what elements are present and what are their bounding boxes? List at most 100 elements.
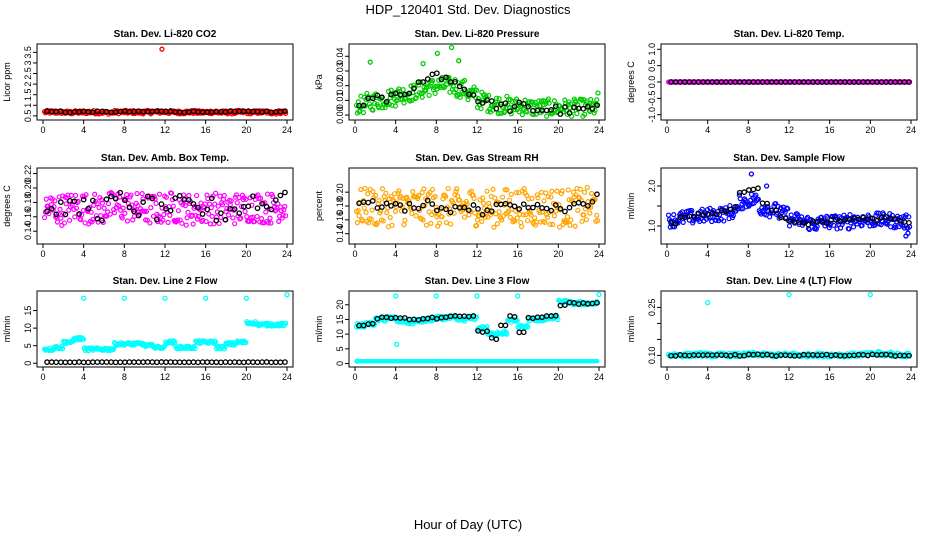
fine-point: [805, 214, 811, 220]
x-tick-label: 0: [40, 249, 45, 259]
fine-point: [354, 220, 360, 226]
summary-point: [488, 98, 495, 104]
fine-point: [680, 219, 686, 225]
fine-point: [474, 314, 480, 320]
fine-point: [588, 190, 595, 197]
fine-point: [547, 221, 553, 227]
fine-point: [276, 218, 282, 224]
fine-point: [432, 90, 438, 97]
fine-point: [387, 214, 393, 221]
outlier-point: [448, 44, 455, 51]
fine-point: [558, 191, 564, 197]
fine-point: [119, 215, 125, 221]
fine-point: [192, 345, 198, 352]
fine-series: [41, 46, 289, 117]
fine-point: [671, 212, 677, 218]
fine-point: [528, 212, 534, 218]
fine-point: [396, 188, 402, 194]
summary-point: [584, 103, 591, 110]
plot-frame: [36, 290, 294, 368]
fine-point: [545, 193, 551, 200]
fine-point: [143, 208, 150, 215]
x-tick-label: 24: [282, 249, 292, 259]
summary-point: [103, 359, 110, 365]
x-tick-label: 4: [393, 125, 398, 135]
fine-point: [409, 210, 415, 217]
fine-point: [401, 222, 407, 228]
summary-point: [892, 216, 899, 222]
summary-point: [140, 199, 146, 205]
fine-point: [184, 215, 190, 221]
summary-point: [199, 211, 206, 217]
fine-point: [492, 195, 498, 201]
fine-point: [225, 212, 232, 218]
y-axis-label: percent: [314, 190, 324, 221]
x-tick-label: 12: [160, 372, 170, 382]
x-tick-label: 4: [81, 249, 86, 259]
fine-point: [443, 219, 449, 226]
fine-point: [753, 192, 759, 198]
fine-point: [167, 212, 173, 218]
x-tick-label: 0: [352, 125, 357, 135]
fine-point: [384, 101, 390, 107]
fine-point: [73, 192, 79, 199]
fine-point: [88, 209, 94, 215]
fine-point: [427, 190, 433, 196]
summary-point: [520, 329, 527, 336]
x-tick-label: 12: [472, 125, 482, 135]
summary-series: [356, 299, 600, 343]
y-axis-label: Licor ppm: [2, 62, 12, 102]
fine-point: [230, 215, 236, 221]
summary-point: [548, 107, 555, 113]
summary-point: [154, 216, 160, 223]
fine-point: [203, 218, 209, 225]
summary-point: [443, 74, 449, 81]
y-tick-label: 5: [23, 343, 33, 348]
fine-point: [472, 210, 478, 216]
fine-point: [83, 192, 89, 198]
fine-point: [413, 95, 419, 101]
fine-point: [254, 213, 260, 220]
summary-series: [44, 108, 288, 116]
fine-point: [529, 195, 535, 201]
fine-point: [132, 207, 138, 213]
fine-point: [504, 331, 510, 337]
x-tick-label: 12: [160, 125, 170, 135]
summary-point: [76, 359, 82, 365]
outlier-point: [394, 341, 400, 348]
fine-point: [514, 318, 520, 324]
fine-point: [496, 209, 502, 215]
y-tick-label: 0.14: [335, 225, 345, 243]
summary-point: [511, 103, 518, 110]
figure-x-label: Hour of Day (UTC): [413, 517, 523, 532]
x-tick-label: 4: [393, 372, 398, 382]
summary-point: [245, 203, 252, 210]
fine-point: [71, 206, 77, 213]
summary-point: [443, 206, 449, 213]
summary-point: [580, 200, 587, 207]
fine-point: [532, 222, 539, 228]
fine-point: [538, 189, 545, 196]
fine-point: [511, 104, 517, 110]
summary-point: [493, 336, 500, 343]
summary-point: [121, 359, 128, 366]
fine-point: [581, 212, 587, 218]
fine-point: [595, 217, 601, 224]
outlier-point: [786, 291, 792, 298]
fine-point: [139, 190, 145, 197]
fine-point: [419, 94, 425, 100]
summary-point: [516, 329, 523, 336]
fine-point: [568, 217, 574, 223]
fine-point: [392, 208, 399, 214]
fine-point: [474, 87, 480, 93]
summary-point: [149, 359, 156, 365]
fine-point: [439, 214, 445, 220]
y-tick-label: -0.5: [647, 91, 657, 107]
summary-point: [566, 204, 573, 211]
summary-point: [76, 211, 82, 217]
summary-point: [379, 204, 385, 210]
summary-point: [424, 197, 431, 204]
fine-point: [257, 195, 264, 201]
fine-point: [484, 188, 490, 194]
summary-point: [727, 206, 734, 213]
